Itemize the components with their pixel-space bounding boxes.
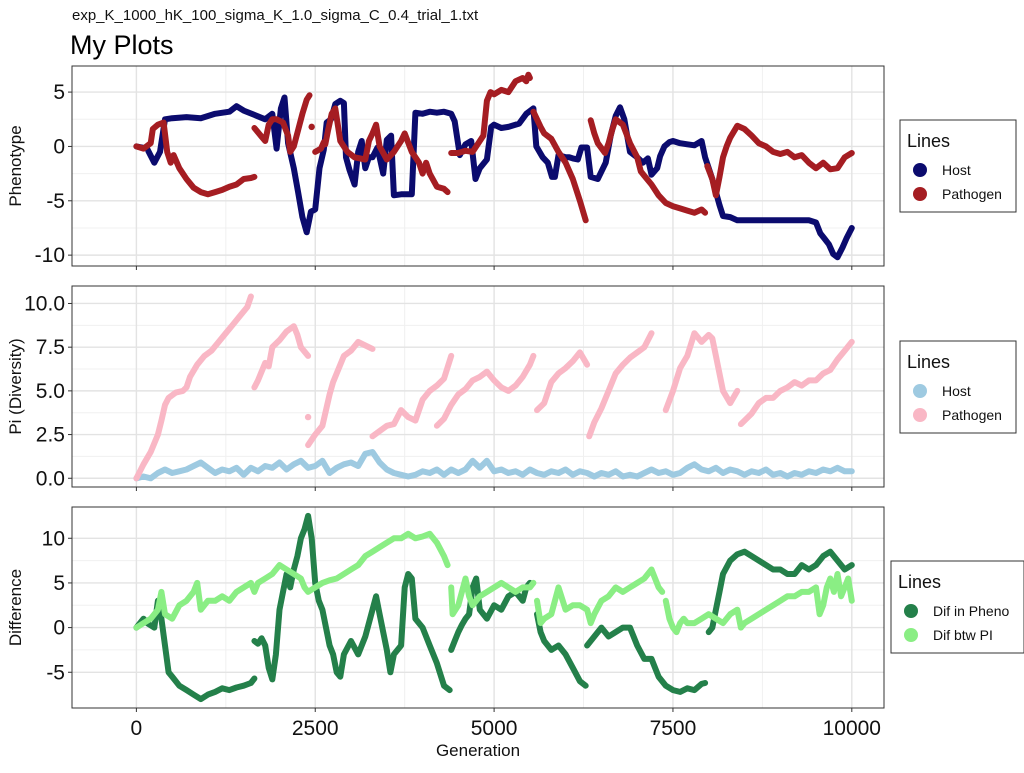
series-trace [133, 597, 258, 703]
legend: Lines Dif in Pheno Dif btw PI [890, 560, 1024, 654]
series-trace [369, 352, 455, 440]
legend-title: Lines [898, 572, 941, 592]
y-axis-title: Difference [6, 569, 25, 646]
series-trace [704, 122, 855, 199]
series-trace [586, 330, 655, 440]
panel-1: -10 -5 0 5 Phenotype Lines Host Pathogen [6, 65, 1017, 270]
series-trace [584, 624, 709, 695]
legend-label: Dif in Pheno [933, 603, 1009, 619]
series-trace [705, 548, 855, 636]
series-trace [534, 611, 589, 689]
series-trace [534, 349, 591, 414]
figure-subtitle: exp_K_1000_hK_100_sigma_K_1.0_sigma_C_0.… [72, 7, 479, 24]
data-point [308, 123, 315, 131]
legend-key [913, 187, 927, 201]
panel-border [71, 506, 885, 709]
legend-key [913, 163, 927, 177]
x-tick-label: 10000 [823, 717, 881, 740]
series-trace [251, 323, 312, 391]
panel-border [71, 65, 885, 267]
legend: Lines Host Pathogen [899, 119, 1017, 213]
series-trace [530, 108, 589, 224]
y-tick-label: 7.5 [36, 336, 65, 359]
series-trace [305, 338, 376, 449]
series-trace [662, 330, 741, 414]
y-tick-label: 10.0 [24, 292, 65, 315]
series-trace [433, 352, 537, 429]
series-host [133, 94, 855, 261]
series-trace [737, 338, 855, 428]
series-trace [448, 71, 533, 156]
figure-title: My Plots [70, 30, 174, 60]
data-point [304, 413, 312, 421]
y-tick-label: 2.5 [36, 424, 65, 447]
x-tick-label: 2500 [292, 717, 339, 740]
series-trace [133, 449, 855, 482]
series-trace [587, 116, 709, 216]
x-tick-label: 0 [131, 717, 143, 740]
legend-key [904, 628, 918, 642]
legend-key [913, 408, 927, 422]
panel-background [72, 286, 884, 487]
panel-3: -5 0 5 10 0 2500 5000 7500 10000 Difference Genera… [6, 506, 1024, 760]
y-tick-label: -5 [46, 661, 65, 684]
y-tick-label: 5.0 [36, 380, 65, 403]
y-tick-label: 0 [53, 617, 65, 640]
legend-label: Pathogen [942, 407, 1002, 423]
legend-label: Dif btw PI [933, 627, 993, 643]
series-trace [448, 575, 533, 653]
series-host [133, 449, 855, 482]
series-dif-btw-pi [133, 530, 855, 636]
series-trace [448, 575, 537, 618]
legend-label: Host [942, 383, 971, 399]
series-trace [133, 94, 855, 261]
series-trace [133, 293, 254, 482]
legend-label: Host [942, 162, 971, 178]
y-tick-label: -10 [35, 244, 65, 267]
y-tick-label: 5 [53, 81, 65, 104]
series-trace [133, 530, 451, 631]
legend-key [904, 604, 918, 618]
series-trace [133, 119, 258, 198]
series-dif-in-pheno [133, 512, 855, 703]
legend: Lines Host Pathogen [899, 340, 1017, 434]
y-tick-label: -5 [46, 190, 65, 213]
y-tick-label: 5 [53, 572, 65, 595]
y-axis-title: Phenotype [6, 125, 25, 206]
series-pathogen [133, 71, 855, 224]
panel-border [71, 285, 885, 488]
y-tick-label: 0 [53, 135, 65, 158]
y-axis-title: Pi (Diversity) [6, 338, 25, 434]
legend-title: Lines [907, 131, 950, 151]
x-tick-label: 5000 [471, 717, 518, 740]
legend-label: Pathogen [942, 186, 1002, 202]
y-tick-label: 0.0 [36, 467, 65, 490]
y-tick-label: 10 [42, 527, 65, 550]
series-trace [534, 566, 666, 627]
panel-2: 0.0 2.5 5.0 7.5 10.0 Pi (Diversity) Lines Host P… [6, 285, 1017, 491]
series-trace [662, 571, 855, 636]
series-trace [251, 92, 313, 155]
legend-title: Lines [907, 352, 950, 372]
panels: -10 -5 0 5 Phenotype Lines Host Pathogen 0.0 2.5 5… [6, 65, 1024, 760]
x-axis-title: Generation [436, 741, 520, 760]
series-trace [312, 105, 451, 196]
x-tick-label: 7500 [650, 717, 697, 740]
legend-key [913, 384, 927, 398]
series-trace [251, 512, 453, 694]
series-pathogen [133, 293, 855, 482]
